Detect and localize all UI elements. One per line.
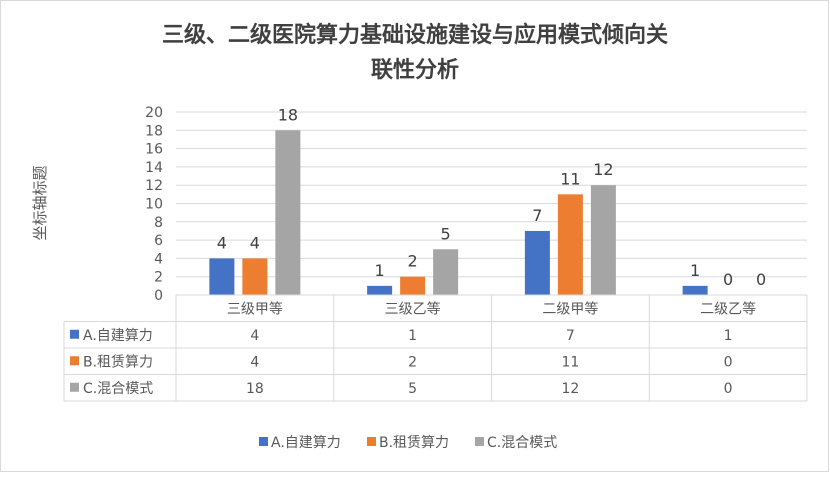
legend-item: B.租赁算力 xyxy=(379,435,449,451)
table-cell: 0 xyxy=(724,354,733,370)
data-label: 7 xyxy=(532,206,542,225)
data-label: 0 xyxy=(756,270,766,289)
legend-item: A.自建算力 xyxy=(271,435,341,451)
bars xyxy=(209,130,708,295)
bar xyxy=(242,258,268,295)
table-cell: 4 xyxy=(250,328,259,344)
y-tick-label: 12 xyxy=(145,178,163,194)
data-table: 三级甲等 三级乙等 二级甲等 二级乙等 A.自建算力 4 1 7 1 B.租赁算力 4 2 11 0 C.混… xyxy=(63,294,808,402)
table-cell: 7 xyxy=(566,328,575,344)
bar xyxy=(400,276,426,295)
legend-item: C.混合模式 xyxy=(487,435,557,451)
bar xyxy=(557,194,583,295)
y-tick-label: 2 xyxy=(154,270,163,286)
data-label: 18 xyxy=(278,105,298,124)
y-tick-label: 18 xyxy=(145,123,163,139)
bar xyxy=(367,285,393,295)
bar xyxy=(682,285,708,295)
data-label: 1 xyxy=(690,261,700,280)
y-tick-label: 16 xyxy=(145,142,163,158)
series-name: B.租赁算力 xyxy=(83,354,153,370)
data-label: 1 xyxy=(375,261,385,280)
y-axis-ticks: 0 2 4 6 8 10 12 14 16 18 20 xyxy=(145,105,163,304)
table-cell: 2 xyxy=(408,354,417,370)
y-tick-label: 8 xyxy=(154,215,163,231)
data-label: 11 xyxy=(560,169,580,188)
data-label: 2 xyxy=(408,252,418,271)
data-label: 0 xyxy=(723,270,733,289)
data-label: 4 xyxy=(217,233,227,252)
bar xyxy=(433,249,459,295)
y-tick-label: 20 xyxy=(145,105,163,121)
bar xyxy=(590,185,616,295)
data-label: 12 xyxy=(593,160,613,179)
series-key xyxy=(70,382,79,392)
legend-swatch xyxy=(259,437,268,446)
chart-title: 三级、二级医院算力基础设施建设与应用模式倾向关 联性分析 xyxy=(162,22,668,83)
table-cell: 12 xyxy=(561,381,579,397)
series-name: A.自建算力 xyxy=(83,328,153,344)
table-cell: 1 xyxy=(724,328,733,344)
table-cell: 11 xyxy=(561,354,579,370)
gridlines xyxy=(176,111,807,296)
category-label: 二级乙等 xyxy=(700,300,756,317)
legend-swatch xyxy=(475,437,484,446)
legend-swatch xyxy=(367,437,376,446)
y-tick-label: 4 xyxy=(154,251,163,267)
y-tick-label: 0 xyxy=(154,288,163,304)
bar xyxy=(275,130,301,295)
y-tick-label: 14 xyxy=(145,160,163,176)
data-label: 5 xyxy=(441,224,451,243)
category-label: 三级乙等 xyxy=(385,300,441,317)
table-cell: 0 xyxy=(724,381,733,397)
series-key xyxy=(70,329,79,339)
chart-title-line-1: 三级、二级医院算力基础设施建设与应用模式倾向关 xyxy=(162,22,668,48)
table-cell: 1 xyxy=(408,328,417,344)
y-axis-title: 坐标轴标题 xyxy=(31,165,49,240)
table-cell: 5 xyxy=(408,381,417,397)
y-tick-label: 10 xyxy=(145,197,163,213)
table-cell: 18 xyxy=(246,381,264,397)
series-name: C.混合模式 xyxy=(83,381,153,397)
series-key xyxy=(70,356,79,366)
category-label: 三级甲等 xyxy=(227,300,283,317)
legend[interactable]: A.自建算力 B.租赁算力 C.混合模式 xyxy=(259,435,557,451)
bar xyxy=(524,230,550,295)
category-label: 二级甲等 xyxy=(542,300,598,317)
chart-title-line-2: 联性分析 xyxy=(371,58,459,83)
y-tick-label: 6 xyxy=(154,233,163,249)
data-label: 4 xyxy=(250,233,260,252)
table-cell: 4 xyxy=(250,354,259,370)
bar xyxy=(209,258,235,295)
